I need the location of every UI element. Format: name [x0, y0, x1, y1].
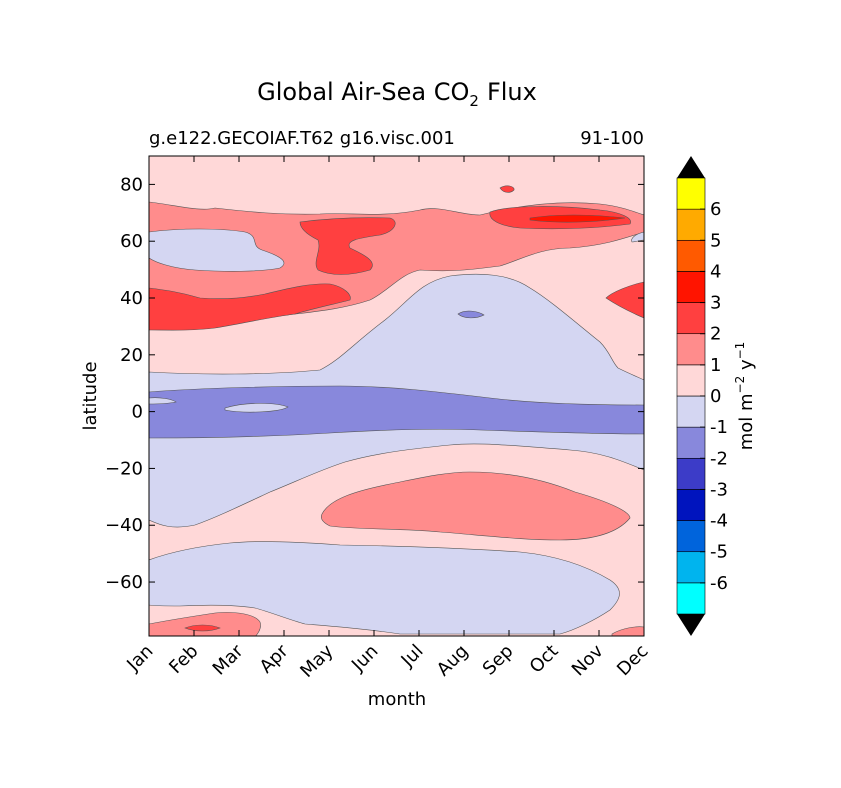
- contour-blob-north-west: [149, 283, 351, 331]
- contour-spot-antarctic: [184, 624, 221, 632]
- y-tick-label: −40: [105, 515, 143, 536]
- y-tick-label: 0: [132, 402, 143, 423]
- contour-band-southern-blue: [149, 541, 620, 635]
- colorbar-swatch: [676, 333, 706, 366]
- colorbar-label: mol m−2 y−1: [733, 342, 757, 451]
- x-tick-label: Nov: [568, 640, 608, 680]
- y-tick-label: −60: [105, 572, 143, 593]
- colorbar-swatch: [676, 239, 706, 272]
- contour-patch-equatorial-west: [149, 397, 177, 405]
- colorbar-tick-label: 4: [710, 261, 721, 282]
- contour-blob-southern: [320, 471, 631, 541]
- contour-blob-north-mid: [299, 217, 396, 275]
- chart-subtitle-right: 91-100: [580, 128, 644, 149]
- colorbar-swatch: [676, 582, 706, 615]
- y-tick-label: −20: [105, 458, 143, 479]
- colorbar-tick-label: 0: [710, 386, 721, 407]
- contour-patch-north-blue-edge: [631, 231, 644, 243]
- colorbar-swatch: [676, 208, 706, 241]
- x-tick-label: Sep: [479, 641, 518, 680]
- x-tick-label: Mar: [209, 640, 248, 679]
- colorbar-extend-max: [677, 156, 705, 178]
- colorbar-swatch: [676, 489, 706, 521]
- colorbar-tick-label: 6: [710, 199, 721, 220]
- x-tick-label: Aug: [433, 641, 473, 681]
- contour-patch-north-blue: [149, 228, 285, 272]
- colorbar-swatch: [676, 364, 706, 397]
- colorbar-tick-label: -2: [710, 448, 728, 469]
- contour-patch-equatorial-light: [224, 403, 289, 413]
- colorbar-tick-label: 2: [710, 324, 721, 345]
- x-tick-label: May: [296, 640, 337, 681]
- contour-blob-antarctic-west: [149, 612, 261, 636]
- colorbar-extend-min: [677, 614, 705, 636]
- contour-field: [149, 156, 644, 636]
- colorbar-swatch: [676, 177, 706, 210]
- plot-frame: [148, 155, 645, 637]
- x-tick-label: Feb: [165, 641, 202, 678]
- y-tick-label: 60: [120, 231, 143, 252]
- contour-spot-arctic: [499, 185, 515, 193]
- x-tick-label: Apr: [256, 640, 293, 677]
- contour-band-equatorial: [149, 385, 644, 439]
- colorbar-tick-label: 5: [710, 230, 721, 251]
- colorbar-tick-label: -4: [710, 511, 728, 532]
- contour-spot-subtropical: [457, 310, 485, 319]
- y-tick-label: 80: [120, 174, 143, 195]
- colorbar-tick-label: 1: [710, 355, 721, 376]
- y-axis-label: latitude: [80, 361, 101, 430]
- x-tick-label: Jul: [397, 641, 428, 672]
- colorbar-tick-label: -1: [710, 417, 728, 438]
- colorbar-swatch: [676, 395, 706, 428]
- y-tick-label: 40: [120, 288, 143, 309]
- colorbar-swatch: [676, 457, 706, 490]
- x-tick-label: Dec: [613, 641, 652, 680]
- colorbar: -6 -5 -4 -3 -2 -1 0 1 2 3 4 5 6: [676, 156, 728, 636]
- colorbar-swatch: [676, 271, 706, 303]
- y-tick-label: 20: [120, 345, 143, 366]
- colorbar-swatch: [676, 302, 706, 335]
- x-axis-label: month: [368, 689, 426, 710]
- colorbar-tick-label: 3: [710, 293, 721, 314]
- y-axis: 80 60 40 20 0 −20 −40 −60: [105, 174, 644, 593]
- colorbar-tick-label: -3: [710, 479, 728, 500]
- colorbar-tick-label: -6: [710, 573, 728, 594]
- colorbar-swatch: [676, 426, 706, 459]
- colorbar-swatch: [676, 551, 706, 584]
- x-tick-label: Oct: [526, 641, 563, 678]
- colorbar-tick-label: -5: [710, 542, 728, 563]
- colorbar-swatch: [676, 520, 706, 553]
- contour-blob-north-edge: [605, 281, 644, 319]
- chart-title: Global Air-Sea CO2 Flux: [257, 78, 537, 110]
- chart-subtitle-left: g.e122.GECOIAF.T62 g16.visc.001: [149, 128, 455, 149]
- x-tick-label: Jan: [122, 641, 157, 676]
- x-tick-label: Jun: [347, 641, 382, 676]
- contour-core-north-east: [529, 214, 626, 223]
- contour-blob-antarctic-east: [611, 626, 644, 636]
